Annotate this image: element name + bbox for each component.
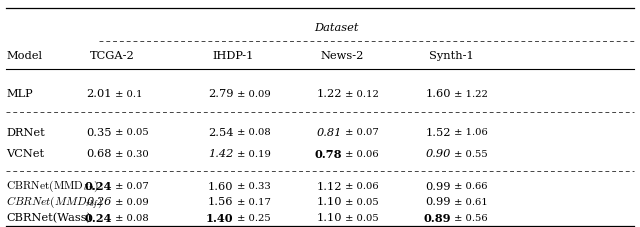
- Text: 0.24: 0.24: [84, 181, 112, 192]
- Text: 0.90: 0.90: [426, 149, 451, 159]
- Text: ± 0.05: ± 0.05: [112, 128, 148, 137]
- Text: 1.40: 1.40: [206, 213, 234, 224]
- Text: 0.35: 0.35: [86, 128, 112, 138]
- Text: ± 0.09: ± 0.09: [234, 90, 270, 99]
- Text: ± 0.12: ± 0.12: [342, 90, 380, 99]
- Text: 2.01: 2.01: [86, 89, 112, 99]
- Text: 0.99: 0.99: [426, 197, 451, 207]
- Text: 1.22: 1.22: [317, 89, 342, 99]
- Text: 1.52: 1.52: [426, 128, 451, 138]
- Text: ± 0.09: ± 0.09: [112, 198, 148, 207]
- Text: $\it{CBRNet(MMD}_{rbf})$: $\it{CBRNet(MMD}_{rbf})$: [6, 194, 103, 211]
- Text: ± 0.06: ± 0.06: [342, 150, 379, 159]
- Text: Model: Model: [6, 51, 42, 61]
- Text: TCGA-2: TCGA-2: [90, 51, 134, 61]
- Text: Synth-1: Synth-1: [429, 51, 474, 61]
- Text: DRNet: DRNet: [6, 128, 45, 138]
- Text: 0.26: 0.26: [86, 197, 112, 207]
- Text: 1.60: 1.60: [208, 182, 234, 192]
- Text: ± 0.66: ± 0.66: [451, 182, 488, 191]
- Text: ± 0.06: ± 0.06: [342, 182, 379, 191]
- Text: ± 0.07: ± 0.07: [342, 128, 379, 137]
- Text: ± 0.61: ± 0.61: [451, 198, 488, 207]
- Text: News-2: News-2: [321, 51, 364, 61]
- Text: ± 0.25: ± 0.25: [234, 214, 270, 223]
- Text: 0.78: 0.78: [315, 149, 342, 160]
- Text: ± 0.17: ± 0.17: [234, 198, 271, 207]
- Text: ± 0.08: ± 0.08: [112, 214, 148, 223]
- Text: ± 0.05: ± 0.05: [342, 198, 379, 207]
- Text: 1.10: 1.10: [317, 197, 342, 207]
- Text: ± 0.07: ± 0.07: [112, 182, 148, 191]
- Text: 1.60: 1.60: [426, 89, 451, 99]
- Text: 0.81: 0.81: [317, 128, 342, 138]
- Text: 2.79: 2.79: [208, 89, 234, 99]
- Text: 0.89: 0.89: [424, 213, 451, 224]
- Text: VCNet: VCNet: [6, 149, 45, 159]
- Text: ± 1.06: ± 1.06: [451, 128, 488, 137]
- Text: 0.24: 0.24: [84, 213, 112, 224]
- Text: ± 0.56: ± 0.56: [451, 214, 488, 223]
- Text: MLP: MLP: [6, 89, 33, 99]
- Text: 0.68: 0.68: [86, 149, 112, 159]
- Text: ± 0.33: ± 0.33: [234, 182, 270, 191]
- Text: ± 0.1: ± 0.1: [112, 90, 143, 99]
- Text: 0.99: 0.99: [426, 182, 451, 192]
- Text: 2.54: 2.54: [208, 128, 234, 138]
- Text: 1.12: 1.12: [317, 182, 342, 192]
- Text: ± 0.19: ± 0.19: [234, 150, 271, 159]
- Text: ± 0.05: ± 0.05: [342, 214, 379, 223]
- Text: ± 0.55: ± 0.55: [451, 150, 488, 159]
- Text: ± 0.30: ± 0.30: [112, 150, 148, 159]
- Text: IHDP-1: IHDP-1: [213, 51, 254, 61]
- Text: 1.10: 1.10: [317, 213, 342, 223]
- Text: 1.42: 1.42: [208, 149, 234, 159]
- Text: ± 1.22: ± 1.22: [451, 90, 488, 99]
- Text: Dataset: Dataset: [314, 23, 358, 33]
- Text: 1.56: 1.56: [208, 197, 234, 207]
- Text: $\mathrm{CBRNet(MMD}_{lin})$: $\mathrm{CBRNet(MMD}_{lin})$: [6, 179, 99, 194]
- Text: ± 0.08: ± 0.08: [234, 128, 270, 137]
- Text: CBRNet(Wass): CBRNet(Wass): [6, 213, 92, 224]
